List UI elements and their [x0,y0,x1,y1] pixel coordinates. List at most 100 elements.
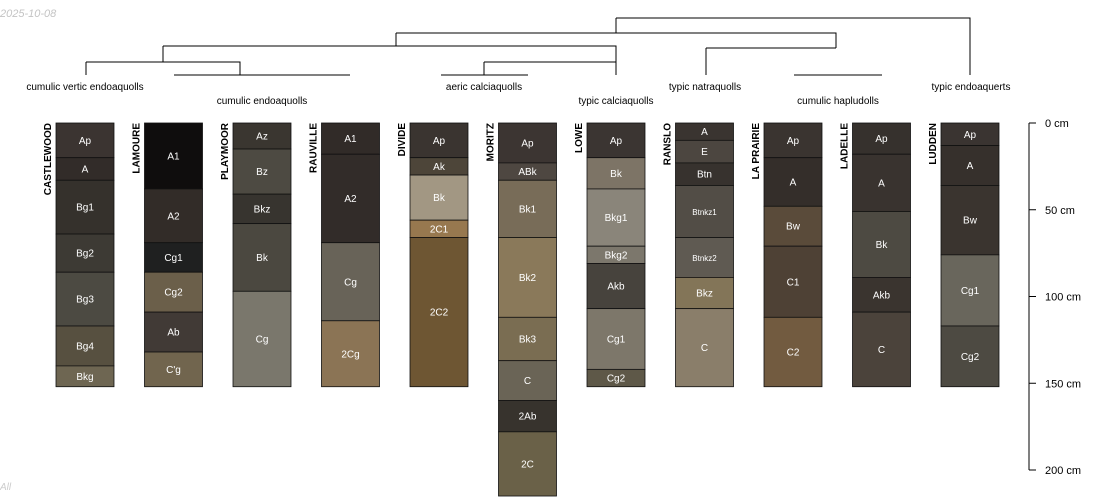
profile-name: DIVIDE [397,123,408,157]
soil-profile: LA PRAIRIE Ap A Bw C1 C2 [751,122,823,388]
horizon-label: Cg [344,277,357,288]
horizon-block [675,308,734,388]
horizon-block [498,237,557,318]
horizon-block [321,153,380,244]
horizon-block [763,205,823,247]
profile-name: RANSLO [663,123,674,165]
soil-profile: MORITZ Ap ABk Bk1 Bk2 Bk3 C 2Ab 2C [486,122,557,497]
horizon-block [586,308,646,370]
horizon-label: C [701,343,708,354]
horizon-label: Bkg2 [605,250,628,261]
profile-name: RAUVILLE [309,123,320,173]
horizon-label: 2C2 [430,308,449,319]
horizon-block [498,122,557,164]
horizon-block [144,351,203,388]
depth-tick-label: 150 cm [1045,378,1081,390]
taxon-label: cumulic vertic endoaquolls [26,82,143,93]
horizon-label: Cg [256,335,269,346]
horizon-label: Cg1 [961,286,980,297]
profile-name: LOWE [574,123,585,153]
horizon-block [144,242,203,273]
horizon-block [498,179,557,238]
horizon-label: Btnkz2 [692,254,717,263]
horizon-block [232,193,292,225]
horizon-label: Ap [433,136,446,147]
horizon-block [852,153,911,212]
horizon-label: Akb [873,290,891,301]
horizon-label: Ap [787,136,800,147]
horizon-block [232,290,292,388]
horizon-label: Ap [79,136,92,147]
soil-profile: LADELLE Ap A Bk Akb C [840,122,911,388]
horizon-block [940,185,1000,256]
taxon-label: typic endoaquerts [932,82,1011,93]
horizon-label: C [524,376,531,387]
profile-name: LA PRAIRIE [751,123,762,180]
horizon-block [763,157,823,207]
taxon-label: typic natraquolls [669,82,741,93]
horizon-label: A2 [344,194,357,205]
horizon-label: 2Cg [341,349,359,360]
horizon-label: Cg2 [607,374,626,385]
soil-profile: LUDDEN Ap A Bw Cg1 Cg2 [928,122,1000,388]
dendrogram [85,17,971,76]
horizon-label: Ap [875,134,888,145]
horizon-label: Bg3 [76,295,94,306]
horizon-block [55,271,115,327]
horizon-block [763,316,823,388]
horizon-label: Bk3 [519,335,537,346]
date-stamp: 2025-10-08 [0,8,57,20]
horizon-block [144,122,203,190]
horizon-label: A2 [167,211,180,222]
horizon-block [852,211,911,278]
horizon-label: Bz [256,167,268,178]
horizon-label: Cg2 [961,352,980,363]
taxon-label: cumulic hapludolls [797,96,879,107]
horizon-block [409,174,469,221]
taxon-label: cumulic endoaquolls [217,96,308,107]
soil-profile: LOWE Ap Bk Bkg1 Bkg2 Akb Cg1 Cg2 [574,122,646,388]
horizon-label: Bg4 [76,341,94,352]
horizon-label: C1 [787,277,800,288]
horizon-block [409,122,469,159]
horizon-block [144,188,203,244]
horizon-label: A [967,161,974,172]
horizon-block [586,188,646,247]
horizon-label: A [701,127,708,138]
horizon-block [852,277,911,313]
horizon-label: Cg1 [607,335,626,346]
horizon-label: 2C1 [430,224,449,235]
horizon-block [940,145,1000,186]
horizon-label: E [701,147,708,158]
soil-profile: RANSLO AE Btn Btnkz1 Btnkz2 Bkz C [663,122,734,388]
corner-stamp: All [0,482,12,493]
horizon-block [586,368,646,388]
horizon-label: Bg1 [76,203,94,214]
taxon-label: aeric calciaquolls [446,82,522,93]
horizon-label: Az [256,132,268,143]
horizon-label: C'g [166,365,181,376]
horizon-block [321,122,380,155]
horizon-label: Bk [610,169,623,180]
horizon-label: C [878,345,885,356]
horizon-label: Bw [786,222,801,233]
horizon-label: Bk [433,193,446,204]
depth-tick-label: 100 cm [1045,292,1081,304]
horizon-block [55,365,115,388]
soil-profile: PLAYMOOR Az Bz Bkz Bk Cg [220,122,292,388]
horizon-label: Btnkz1 [692,208,717,217]
horizon-block [498,360,557,402]
horizon-label: 2C [521,459,534,470]
horizon-label: Bk [256,253,269,264]
horizon-label: Bkg1 [605,213,628,224]
horizon-block [852,122,911,155]
horizon-label: A [878,178,885,189]
depth-axis: 0 cm 50 cm 100 cm 150 cm 200 cm [1028,118,1081,477]
horizon-label: A1 [167,151,180,162]
horizon-label: Ap [610,136,623,147]
horizon-label: Bk1 [519,204,537,215]
horizon-label: A1 [344,134,357,145]
soil-profile: LAMOURE A1 A2 Cg1 Cg2 Ab C'g [132,122,203,388]
horizon-label: Ab [167,328,180,339]
